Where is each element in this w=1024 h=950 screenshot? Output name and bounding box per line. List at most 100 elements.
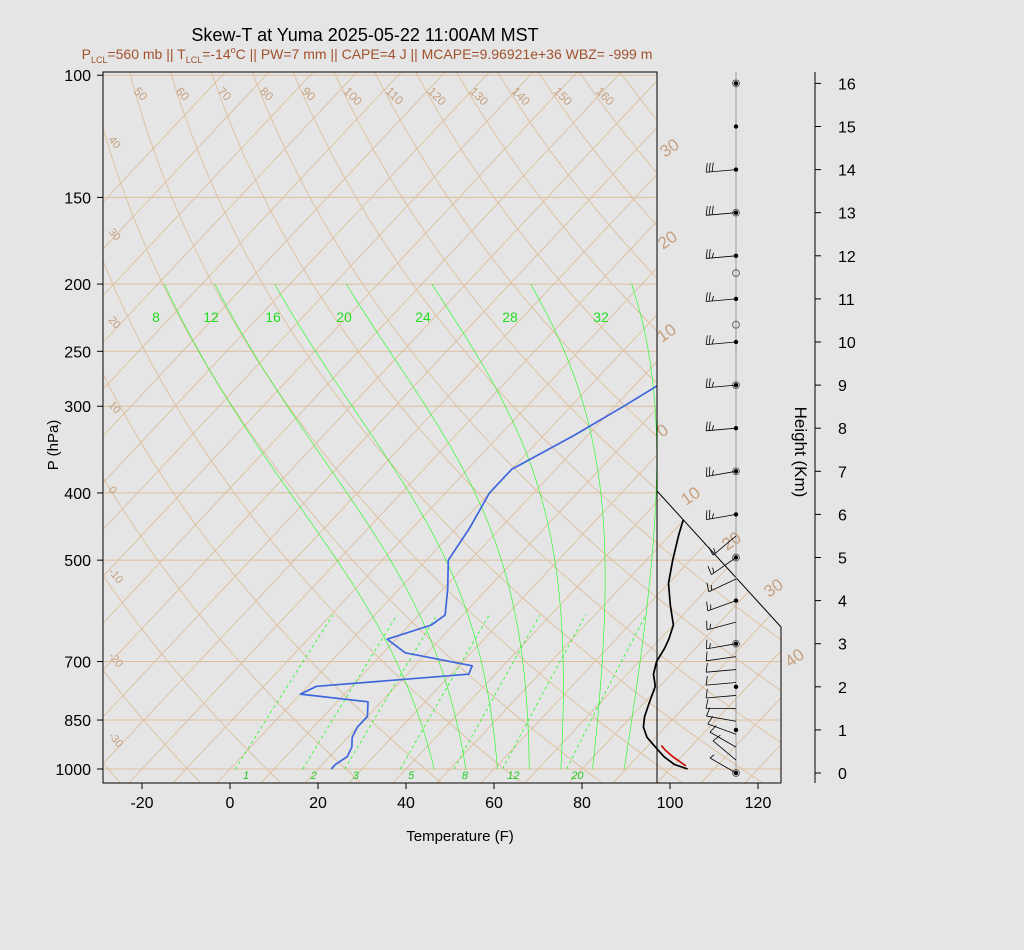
dry-adiabat-label: -20 bbox=[106, 650, 125, 670]
barb-feather bbox=[711, 252, 715, 259]
barb-feather bbox=[711, 162, 714, 172]
barb-staff bbox=[708, 578, 737, 593]
mixing-ratio-label: 20 bbox=[570, 770, 584, 782]
height-tick-label: 6 bbox=[838, 507, 847, 524]
moist-adiabat bbox=[274, 283, 498, 770]
wind-barb bbox=[705, 378, 737, 389]
dry-adiabat-label: 30 bbox=[106, 226, 123, 243]
barb-feather bbox=[708, 162, 711, 173]
barb-feather bbox=[711, 381, 715, 388]
height-tick-label: 7 bbox=[838, 464, 847, 481]
barb-feather bbox=[711, 425, 715, 431]
barb-feather bbox=[705, 378, 708, 388]
height-tick-label: 4 bbox=[838, 594, 847, 611]
barb-staff bbox=[706, 169, 737, 173]
isotherm-line bbox=[103, 72, 297, 783]
isotherm-line bbox=[611, 72, 781, 783]
height-ring bbox=[732, 320, 740, 329]
barb-staff bbox=[706, 341, 737, 346]
mixing-ratio-line bbox=[566, 614, 647, 770]
dry-adiabat bbox=[122, 72, 684, 783]
speed-label: 10 bbox=[677, 483, 703, 509]
x-tick-label: 100 bbox=[657, 795, 684, 812]
moist-adiabat-label: 12 bbox=[203, 309, 219, 325]
height-tick-label: 16 bbox=[838, 76, 856, 93]
isotherm-line bbox=[103, 72, 561, 783]
wind-barb bbox=[707, 715, 737, 735]
dry-adiabat bbox=[201, 72, 781, 783]
subtitle-p-lcl-sub: LCL bbox=[91, 55, 108, 65]
barb-feather bbox=[705, 662, 708, 673]
barb-feather bbox=[705, 249, 708, 259]
height-dot bbox=[733, 296, 739, 302]
height-tick-label: 10 bbox=[838, 335, 856, 352]
isotherm-label: 150 bbox=[551, 84, 575, 108]
barb-staff bbox=[711, 557, 737, 576]
wind-barb bbox=[705, 651, 737, 662]
wind-barb bbox=[706, 466, 737, 477]
wind-barb bbox=[706, 578, 737, 593]
grid-clip bbox=[103, 72, 781, 783]
wind-profile bbox=[705, 72, 740, 777]
height-tick-label: 8 bbox=[838, 421, 847, 438]
chart-title: Skew-T at Yuma 2025-05-22 11:00AM MST bbox=[191, 25, 538, 45]
barb-feather bbox=[708, 292, 711, 302]
height-ring bbox=[732, 269, 740, 277]
wind-barb bbox=[705, 335, 737, 346]
mixing-ratio-line bbox=[344, 614, 438, 770]
isotherm-line bbox=[127, 72, 781, 783]
isotherm-label: 120 bbox=[425, 84, 449, 108]
wind-barb bbox=[705, 205, 737, 216]
isotherm-line bbox=[303, 72, 781, 783]
mixing-ratio-label: 2 bbox=[310, 770, 317, 782]
height-ring bbox=[732, 467, 740, 476]
height-tick-label: 2 bbox=[838, 680, 847, 697]
subtitle-t-lcl-value: =-14 bbox=[202, 46, 231, 62]
barb-staff bbox=[706, 384, 737, 389]
height-tick-label: 1 bbox=[838, 723, 847, 740]
x-axis-title: Temperature (F) bbox=[406, 828, 514, 845]
speed-label: 20 bbox=[718, 528, 744, 554]
isotherm-line bbox=[215, 72, 781, 783]
barb-staff bbox=[706, 212, 737, 216]
isotherm-line bbox=[103, 72, 253, 783]
wind-barb bbox=[706, 639, 737, 650]
barb-feather bbox=[705, 421, 708, 431]
dry-adiabat bbox=[161, 72, 764, 783]
subtitle-t-lcl-sub: LCL bbox=[186, 55, 203, 65]
moist-adiabat-label: 16 bbox=[265, 309, 281, 325]
barb-staff bbox=[706, 669, 737, 673]
height-ring bbox=[732, 553, 740, 562]
barb-feather bbox=[709, 623, 711, 630]
barb-staff bbox=[706, 643, 737, 650]
isotherm-label: 160 bbox=[593, 84, 617, 108]
isotherm-label: 130 bbox=[467, 84, 491, 108]
isotherm-label: 140 bbox=[509, 84, 533, 108]
isotherm-line bbox=[347, 72, 781, 783]
isotherm-label: 100 bbox=[341, 84, 365, 108]
parcel-line bbox=[660, 744, 687, 767]
moist-adiabat bbox=[163, 283, 435, 770]
y-axis-title: P (hPa) bbox=[45, 420, 62, 471]
isotherm-line bbox=[699, 72, 781, 783]
isotherm-line bbox=[103, 72, 737, 783]
wind-barb bbox=[707, 557, 737, 576]
height-ring bbox=[732, 79, 740, 88]
x-tick-label: -20 bbox=[130, 795, 153, 812]
barb-staff bbox=[706, 715, 737, 722]
moist-adiabat-label: 8 bbox=[152, 309, 160, 325]
moist-adiabat-label: 32 bbox=[593, 309, 609, 325]
barb-staff bbox=[709, 731, 737, 748]
barb-feather bbox=[711, 470, 714, 476]
isotherm-label: 70 bbox=[215, 84, 235, 104]
x-tick-label: 40 bbox=[397, 795, 415, 812]
dry-adiabat bbox=[103, 72, 283, 783]
height-dot bbox=[733, 81, 739, 86]
y-tick-label: 250 bbox=[64, 344, 91, 361]
mixing-ratio-label: 8 bbox=[462, 770, 469, 782]
moist-adiabat-label: 28 bbox=[502, 309, 518, 325]
barb-feather bbox=[706, 707, 711, 717]
barb-staff bbox=[707, 600, 737, 612]
barb-feather bbox=[708, 335, 711, 345]
wind-barb bbox=[705, 699, 736, 709]
